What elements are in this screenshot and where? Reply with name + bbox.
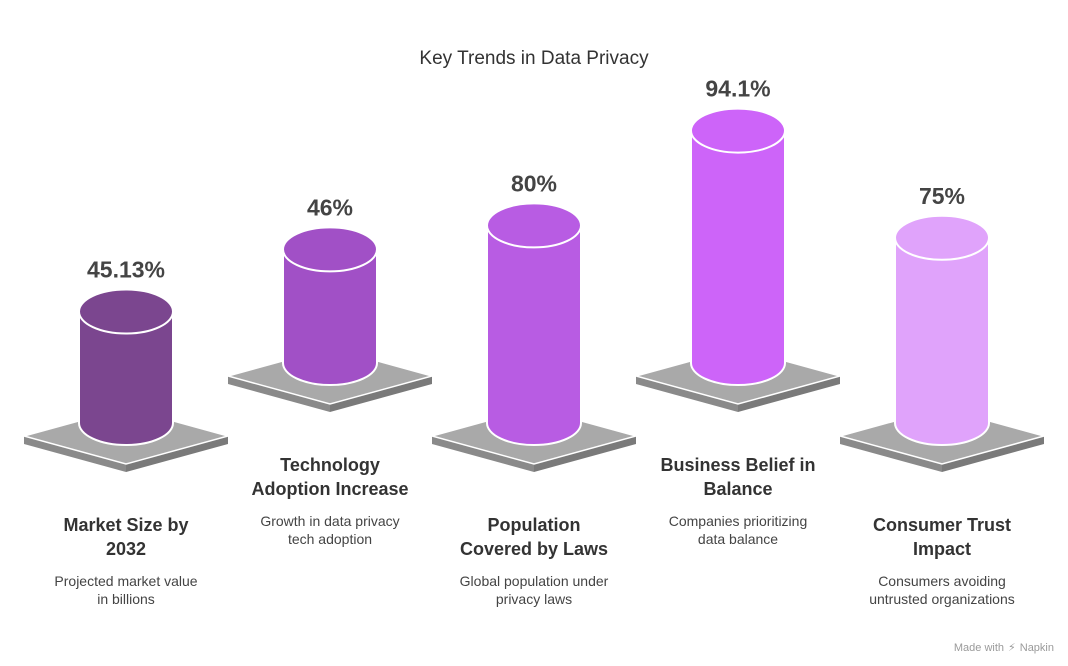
category-label: Impact [913, 539, 971, 559]
bar-group-3: 80% Population Covered by Laws Global popul… [429, 170, 639, 607]
category-label: 2032 [106, 539, 146, 559]
value-label: 46% [307, 194, 353, 220]
bar-cylinder-top [282, 226, 378, 273]
bar-cylinder-top [894, 214, 990, 261]
category-label: Covered by Laws [460, 539, 608, 559]
napkin-logo-icon: ⚡ [1008, 642, 1016, 654]
category-description: Consumers avoiding [878, 573, 1006, 589]
category-label: Consumer Trust [873, 515, 1011, 535]
category-description: Projected market value [54, 573, 197, 589]
bar-cylinder-top [690, 107, 786, 154]
bar-cylinder [894, 236, 990, 446]
watermark-brand: Napkin [1019, 641, 1054, 654]
bar-group-2: 46% Technology Adoption Increase Growth in … [225, 194, 435, 547]
platform-left-face [840, 436, 942, 472]
category-label: Technology [280, 455, 380, 475]
bar-cylinder [690, 129, 786, 386]
category-label: Market Size by [63, 515, 188, 535]
chart-title: Key Trends in Data Privacy [419, 48, 649, 69]
platform-right-face [126, 436, 228, 472]
category-label: Adoption Increase [251, 479, 408, 499]
category-label: Business Belief in [660, 455, 815, 475]
bar-cylinder [282, 248, 378, 386]
bar-group-5: 75% Consumer Trust Impact Consumers avoidin… [837, 183, 1047, 607]
bar-group-4: 94.1% Business Belief in Balance Companies … [633, 76, 843, 547]
category-description: privacy laws [496, 591, 572, 607]
bar-cylinder-top [78, 288, 174, 335]
category-description: Companies prioritizing [669, 513, 808, 529]
bar-group-1: 45.13% Market Size by 2032 Projected market… [21, 257, 231, 607]
bar-cylinder [78, 310, 174, 446]
platform-right-face [330, 376, 432, 412]
bar-cylinder-top [486, 202, 582, 249]
platform-left-face [24, 436, 126, 472]
platform-left-face [228, 376, 330, 412]
bar-cylinder [486, 224, 582, 446]
watermark: Made with ⚡ Napkin [953, 641, 1054, 655]
category-description: Growth in data privacy [260, 513, 399, 529]
category-description: in billions [97, 591, 155, 607]
category-label: Population [488, 515, 581, 535]
category-description: untrusted organizations [869, 591, 1015, 607]
platform-left-face [636, 376, 738, 412]
value-label: 45.13% [87, 257, 165, 283]
platform-left-face [432, 436, 534, 472]
category-label: Balance [703, 479, 772, 499]
watermark-prefix: Made with [953, 641, 1005, 654]
category-description: Global population under [460, 573, 609, 589]
category-description: tech adoption [288, 531, 372, 547]
platform-right-face [738, 376, 840, 412]
platform-right-face [942, 436, 1044, 472]
category-description: data balance [698, 531, 778, 547]
value-label: 94.1% [705, 76, 770, 102]
platform-right-face [534, 436, 636, 472]
value-label: 75% [919, 183, 965, 209]
value-label: 80% [511, 170, 557, 196]
